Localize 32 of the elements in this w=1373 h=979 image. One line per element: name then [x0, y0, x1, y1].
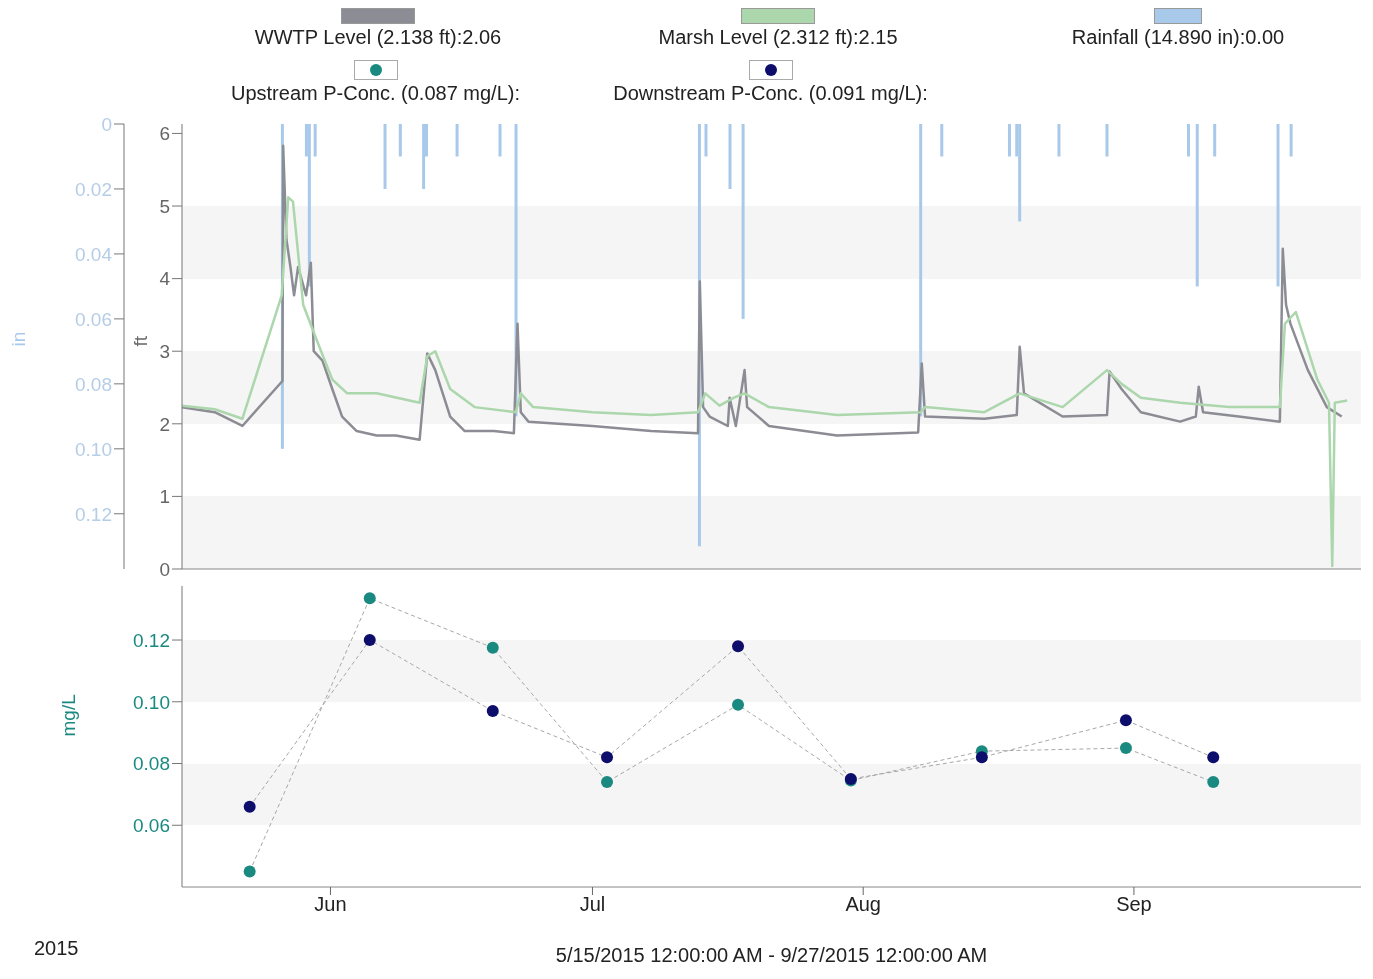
legend-label: Upstream P-Conc. (0.087 mg/L):	[231, 82, 520, 105]
legend-label: Rainfall (14.890 in):0.00	[1071, 26, 1285, 49]
legend-label: WWTP Level (2.138 ft):2.06	[254, 26, 502, 49]
y-tick-label: 2	[159, 413, 170, 435]
x-tick-label: Sep	[1116, 893, 1152, 916]
y-tick-label: 5	[159, 195, 170, 217]
y-tick-label: 0.10	[133, 691, 170, 713]
x-tick-label: Aug	[845, 893, 881, 916]
x-axis-title: 5/15/2015 12:00:00 AM - 9/27/2015 12:00:00 AM	[555, 944, 988, 966]
y-tick-label: 6	[159, 123, 170, 145]
y-axis-title: ft	[129, 335, 151, 347]
x-tick-label: Jul	[579, 893, 606, 916]
y2-tick-label: 0.10	[75, 438, 112, 460]
y-tick-label: 1	[159, 486, 170, 508]
y2-axis-title: in	[7, 331, 29, 347]
y-axis-title: mg/L	[57, 694, 79, 737]
y-tick-label: 0.06	[133, 815, 170, 836]
y2-tick-label: 0.04	[75, 243, 113, 265]
legend-label: Downstream P-Conc. (0.091 mg/L):	[613, 82, 928, 105]
y2-tick-label: 0.08	[75, 373, 112, 395]
legend-label: Marsh Level (2.312 ft):2.15	[658, 26, 898, 49]
y-tick-label: 0.12	[133, 629, 170, 651]
y2-tick-label: 0.12	[75, 503, 112, 525]
text: 2015	[34, 937, 79, 960]
y2-tick-label: 0.02	[75, 178, 112, 200]
x-tick-label: Jun	[314, 893, 347, 916]
y-tick-label: 0.08	[133, 753, 170, 775]
y-tick-label: 3	[159, 340, 170, 362]
y2-tick-label: 0	[101, 113, 112, 135]
y-tick-label: 4	[159, 268, 171, 290]
y-tick-label: 0	[159, 558, 170, 580]
y2-tick-label: 0.06	[75, 308, 112, 330]
